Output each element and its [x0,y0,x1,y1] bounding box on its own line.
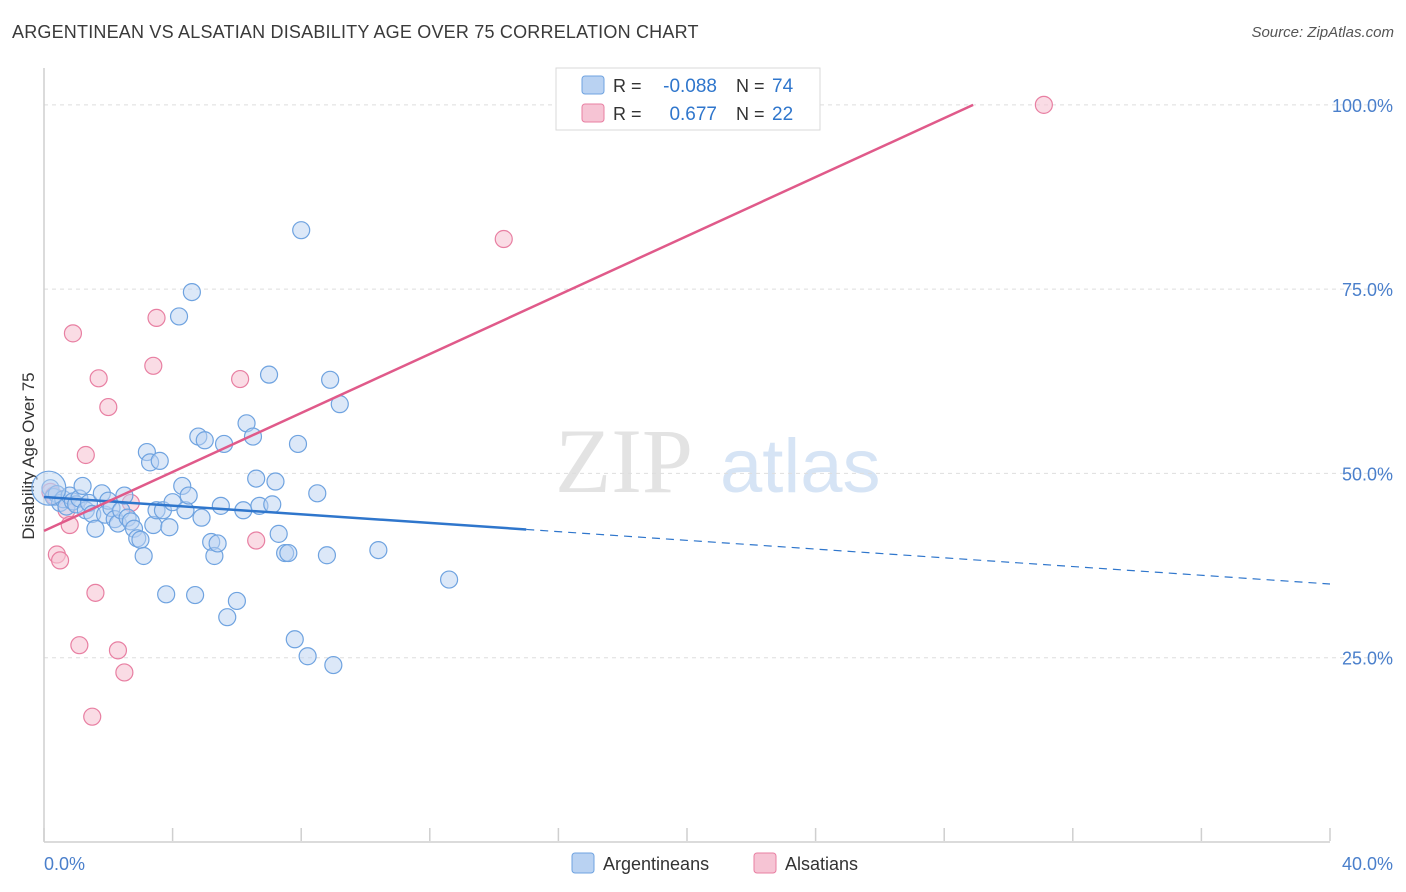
legend-r-value-1: -0.088 [663,76,717,97]
watermark-atlas: atlas [720,424,881,509]
argentineans-point [247,469,266,488]
argentineans-point [263,495,282,514]
legend-r-value-2: 0.677 [669,104,717,125]
argentineans-point [308,484,327,503]
y-axis-title: Disability Age Over 75 [19,372,38,539]
argentineans-point [288,434,308,454]
argentineans-point [324,655,343,675]
argentineans-point [73,476,92,496]
alsatians-point [108,641,128,660]
argentineans-point [150,451,169,470]
legend-n-value-2: 22 [772,104,793,125]
argentineans-point [227,591,246,611]
y-tick-label: 75.0% [1342,280,1393,300]
legend-swatch-pink [581,103,605,123]
alsatians-point [70,636,89,655]
x-ticks [43,828,1331,841]
argentineans-point [86,519,105,538]
legend-n-label-1: N = [736,76,765,96]
alsatians-point [83,707,102,726]
alsatians-points [41,95,1053,726]
y-tick-label: 25.0% [1342,649,1393,669]
legend-swatch-blue [581,75,605,95]
argentineans-point [269,524,288,543]
argentineans-cluster-point [31,470,67,506]
alsatians-point [89,369,108,388]
bottom-legend-swatch-blue [571,852,595,874]
source-label: Source: ZipAtlas.com [1251,24,1394,41]
series-legend: Argentineans Alsatians [571,852,858,874]
bottom-legend-swatch-pink [753,852,777,874]
alsatians-point [63,324,83,343]
axes [43,68,1330,843]
alsatians-point [76,445,95,465]
legend-n-value-1: 74 [772,76,794,97]
argentineans-point [192,508,211,527]
trend-lines [43,103,1331,585]
argentineans-point [266,472,285,491]
alsatians-point [247,531,266,550]
argentineans-point [292,221,311,240]
argentineans-point [176,501,195,520]
argentineans-point [208,534,227,553]
argentineans-trend-extension [526,528,1331,585]
alsatians-point [99,397,118,417]
bottom-legend-argentineans: Argentineans [603,854,709,874]
argentineans-point [211,496,230,515]
argentineans-point [321,370,340,389]
alsatians-point [144,356,163,375]
alsatians-trend-line [43,103,974,533]
argentineans-point [439,570,459,589]
legend-n-label-2: N = [736,104,765,124]
x-min-label: 0.0% [44,854,85,874]
watermark-zip: ZIP [555,410,693,512]
argentineans-point [157,585,176,604]
argentineans-point [134,546,153,566]
argentineans-point [369,540,388,560]
correlation-legend: R = -0.088 N = 74 R = 0.677 N = 22 [555,67,821,131]
legend-r-label-1: R = [613,76,642,96]
argentineans-point [317,546,337,565]
alsatians-point [115,663,134,682]
y-tick-labels: 25.0% 50.0% 75.0% 100.0% [1332,96,1393,669]
argentineans-point [279,543,298,563]
argentineans-point [131,530,150,549]
argentineans-point [298,647,317,666]
argentineans-point [144,515,163,535]
legend-r-label-2: R = [613,104,642,124]
x-max-label: 40.0% [1342,854,1393,874]
argentineans-point [179,486,198,505]
alsatians-point [494,229,513,249]
argentineans-point [160,518,179,537]
alsatians-point [147,308,166,327]
chart-title: ARGENTINEAN VS ALSATIAN DISABILITY AGE O… [12,22,699,42]
y-tick-label: 100.0% [1332,96,1393,116]
argentineans-point [169,307,189,326]
argentineans-point [186,585,205,605]
argentineans-point [259,365,279,384]
argentineans-point [218,608,237,627]
alsatians-point [1034,95,1053,114]
argentineans-point [285,630,304,649]
alsatians-point [86,583,105,602]
argentineans-point [182,282,201,302]
bottom-legend-alsatians: Alsatians [785,854,858,874]
argentineans-trend-line [43,495,527,531]
argentineans-point [195,431,214,450]
alsatians-point [50,551,70,570]
alsatians-point [231,369,250,389]
y-tick-label: 50.0% [1342,464,1393,484]
